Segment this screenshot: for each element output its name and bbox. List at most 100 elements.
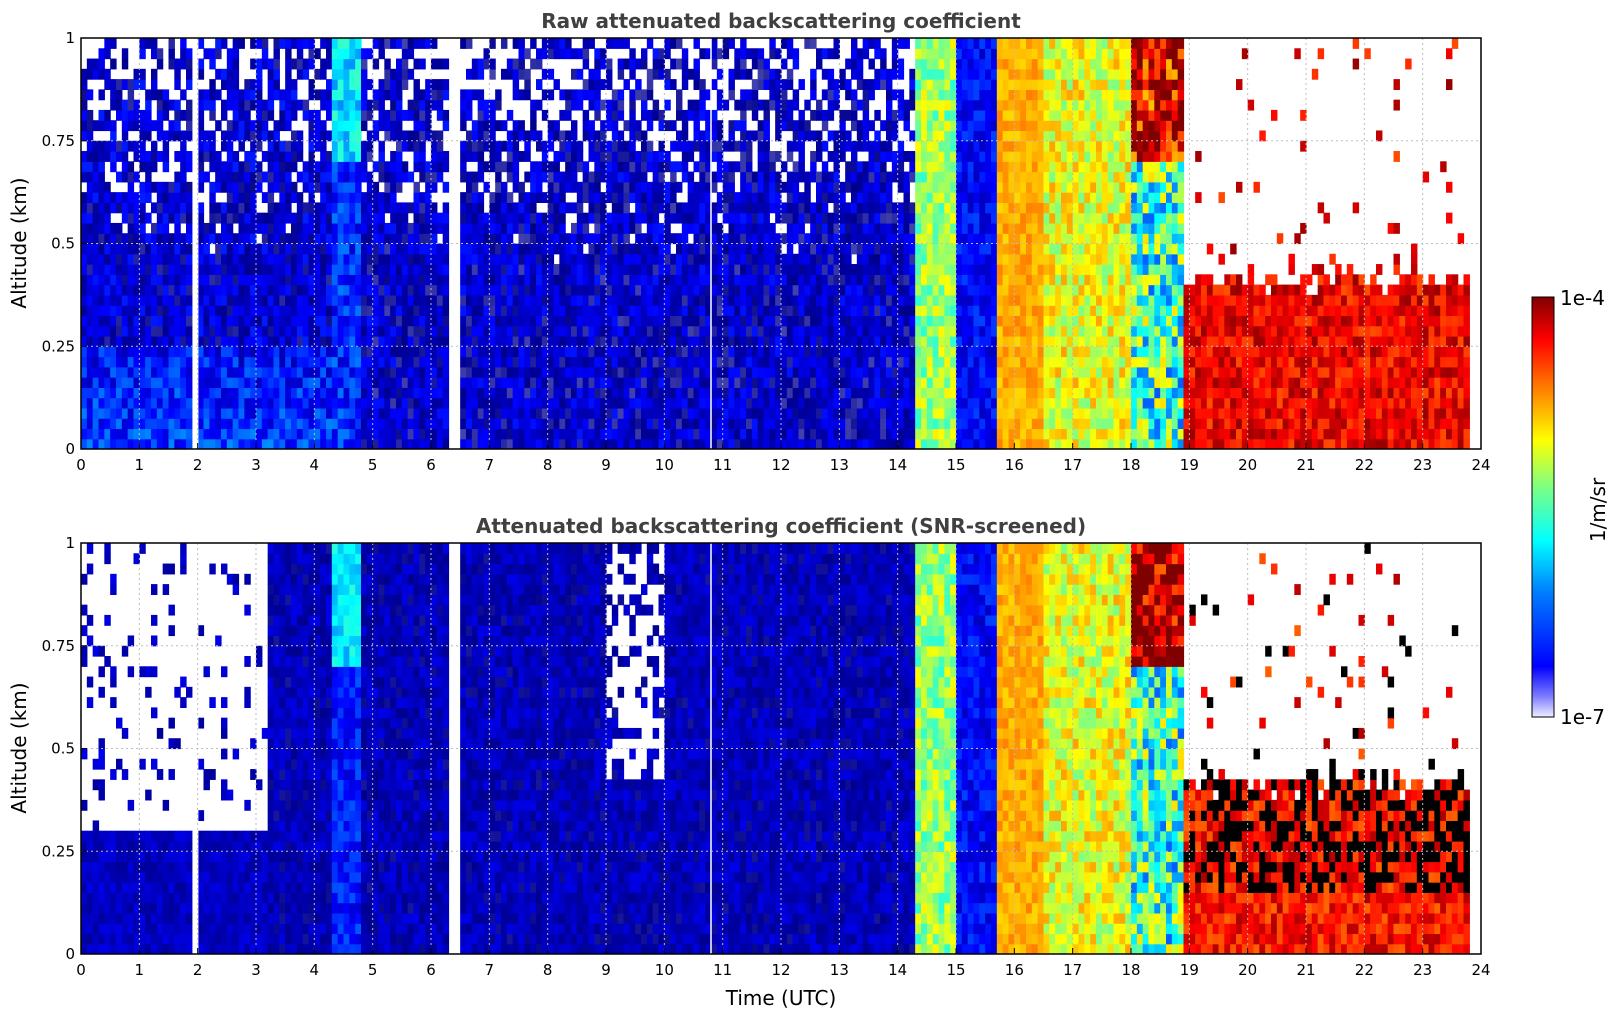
heatmap-cell [518, 335, 525, 347]
heatmap-cell [221, 294, 228, 306]
heatmap-cell [145, 38, 152, 49]
heatmap-cell [921, 264, 928, 275]
heatmap-cell [740, 294, 747, 306]
heatmap-cell [553, 264, 560, 275]
heatmap-cell [588, 346, 595, 358]
heatmap-cell [664, 346, 671, 358]
heatmap-cell [320, 192, 327, 204]
heatmap-cell [250, 356, 257, 368]
heatmap-cell [664, 428, 671, 440]
heatmap-cell [483, 140, 490, 152]
heatmap-cell [781, 120, 788, 132]
heatmap-cell [162, 161, 170, 173]
heatmap-cell [209, 99, 216, 111]
heatmap-cell [413, 346, 420, 358]
heatmap-cell [226, 161, 234, 173]
heatmap-cell [256, 89, 263, 101]
heatmap-cell [903, 109, 910, 121]
heatmap-cell [221, 428, 228, 440]
heatmap-cell [582, 161, 590, 173]
heatmap-cell [384, 418, 391, 430]
heatmap-cell [92, 397, 100, 409]
heatmap-cell [617, 140, 625, 152]
heatmap-cell [821, 222, 829, 234]
heatmap-cell [769, 315, 776, 327]
heatmap-cell [716, 377, 724, 388]
heatmap-cell [652, 253, 660, 265]
heatmap-cell [886, 325, 893, 337]
heatmap-cell [582, 407, 590, 419]
heatmap-cell [314, 366, 321, 378]
heatmap-cell [798, 120, 805, 132]
heatmap-cell [821, 264, 829, 275]
heatmap-cell [215, 428, 222, 440]
heatmap-cell [711, 264, 718, 275]
heatmap-cell [862, 89, 870, 101]
heatmap-cell [390, 335, 397, 347]
heatmap-cell [244, 99, 251, 111]
heatmap-cell [576, 253, 584, 265]
heatmap-cell [681, 387, 689, 399]
heatmap-cell [232, 356, 240, 368]
heatmap-cell [646, 284, 654, 296]
heatmap-cell [716, 356, 724, 368]
heatmap-cell [168, 377, 175, 388]
heatmap-cell [932, 377, 940, 388]
heatmap-cell [565, 397, 572, 409]
heatmap-cell [209, 140, 216, 152]
heatmap-cell [302, 335, 310, 347]
heatmap-cell [285, 438, 292, 449]
heatmap-cell [658, 356, 665, 368]
heatmap-cell [337, 192, 345, 204]
heatmap-cell [244, 438, 251, 449]
heatmap-cell [512, 89, 520, 101]
heatmap-cell [151, 181, 158, 193]
heatmap-cell [711, 130, 718, 142]
heatmap-cell [460, 120, 467, 132]
heatmap-cell [81, 68, 88, 80]
heatmap-cell [145, 387, 152, 399]
heatmap-cell [355, 120, 362, 132]
heatmap-cell [728, 264, 735, 275]
heatmap-cell [139, 387, 146, 399]
heatmap-cell [331, 264, 339, 275]
heatmap-cell [343, 253, 350, 265]
heatmap-cell [915, 356, 922, 368]
heatmap-cell [81, 387, 88, 399]
heatmap-cell [606, 79, 613, 90]
heatmap-cell [722, 212, 730, 224]
heatmap-cell [553, 233, 560, 245]
heatmap-cell [524, 264, 531, 275]
heatmap-cell [483, 407, 490, 419]
heatmap-cell [267, 202, 275, 214]
heatmap-cell [267, 253, 275, 265]
heatmap-cell [594, 109, 601, 121]
heatmap-cell [238, 140, 245, 152]
heatmap-cell [238, 346, 245, 358]
heatmap-cell [670, 418, 677, 430]
heatmap-cell [407, 407, 415, 419]
heatmap-cell [606, 418, 613, 430]
heatmap-cell [740, 151, 747, 162]
heatmap-cell [786, 356, 794, 368]
heatmap-cell [133, 212, 140, 224]
heatmap-cell [932, 366, 940, 378]
heatmap-cell [576, 140, 584, 152]
heatmap-cell [821, 438, 829, 449]
heatmap-cell [477, 284, 485, 296]
heatmap-cell [827, 387, 835, 399]
heatmap-cell [623, 120, 630, 132]
heatmap-cell [775, 68, 782, 80]
heatmap-cell [256, 140, 263, 152]
heatmap-cell [530, 438, 537, 449]
heatmap-cell [804, 294, 811, 306]
heatmap-cell [314, 89, 321, 101]
heatmap-cell [442, 212, 450, 224]
heatmap-cell [308, 346, 315, 358]
heatmap-cell [495, 325, 502, 337]
heatmap-cell [349, 89, 356, 101]
heatmap-cell [781, 58, 788, 70]
heatmap-cell [734, 212, 741, 224]
heatmap-cell [816, 212, 823, 224]
heatmap-cell [279, 366, 286, 378]
